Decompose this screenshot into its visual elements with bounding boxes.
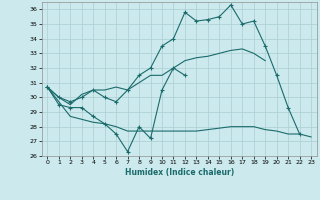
X-axis label: Humidex (Indice chaleur): Humidex (Indice chaleur) <box>124 168 234 177</box>
